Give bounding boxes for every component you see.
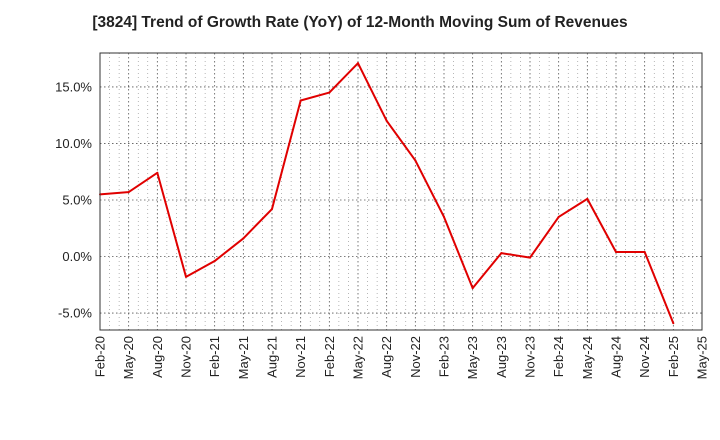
data-point [156, 171, 159, 174]
x-tick-label: Aug-23 [494, 336, 509, 378]
chart-title: [3824] Trend of Growth Rate (YoY) of 12-… [92, 14, 628, 31]
x-tick-label: Nov-22 [408, 336, 423, 378]
y-tick-label: 15.0% [55, 79, 92, 94]
data-point [213, 260, 216, 263]
y-tick-labels: 15.0% 10.0% 5.0% 0.0% -5.0% [55, 79, 92, 320]
data-point [471, 287, 474, 290]
x-tick-label: Nov-24 [637, 336, 652, 378]
x-tick-labels: Feb-20 May-20 Aug-20 Nov-20 Feb-21 May-21 Aug-… [93, 336, 710, 379]
data-point [557, 215, 560, 218]
x-tick-label: Feb-21 [207, 336, 222, 377]
y-tick-label: 5.0% [62, 192, 92, 207]
x-tick-label: May-23 [465, 336, 480, 379]
x-tick-label: May-25 [695, 336, 710, 379]
y-tick-label: -5.0% [58, 306, 92, 321]
plot-area [100, 53, 702, 330]
data-point [414, 159, 417, 162]
data-point [672, 322, 675, 325]
x-tick-label: Nov-23 [523, 336, 538, 378]
x-tick-label: May-21 [236, 336, 251, 379]
data-point [615, 250, 617, 253]
plot-border [99, 52, 703, 331]
x-tick-label: Aug-24 [609, 336, 624, 378]
data-point [299, 99, 302, 102]
data-point [242, 237, 245, 240]
x-tick-label: Nov-20 [179, 336, 194, 378]
series-layer [99, 62, 675, 325]
x-tick-label: Feb-20 [93, 336, 108, 377]
data-point [185, 275, 187, 278]
data-point [357, 62, 359, 65]
x-tick-label: Aug-20 [150, 336, 165, 378]
x-tick-label: Feb-25 [666, 336, 681, 377]
data-point [385, 119, 388, 122]
data-point [443, 215, 445, 218]
x-tick-label: May-24 [580, 336, 595, 379]
x-tick-label: Feb-24 [551, 336, 566, 377]
y-tick-label: 0.0% [62, 249, 92, 264]
x-tick-label: Aug-22 [379, 336, 394, 378]
x-tick-label: May-22 [351, 336, 366, 379]
x-tick-label: May-20 [121, 336, 136, 379]
data-point [271, 208, 273, 211]
data-point [328, 91, 331, 94]
x-tick-label: Nov-21 [293, 336, 308, 378]
y-tick-label: 10.0% [55, 136, 92, 151]
data-point [643, 250, 646, 253]
x-tick-label: Aug-21 [265, 336, 280, 378]
data-point [586, 197, 589, 200]
grid-lines [99, 53, 703, 330]
x-tick-label: Feb-23 [437, 336, 452, 377]
data-point [529, 256, 531, 259]
data-point [127, 191, 130, 194]
data-point [500, 252, 503, 255]
x-tick-label: Feb-22 [322, 336, 337, 377]
